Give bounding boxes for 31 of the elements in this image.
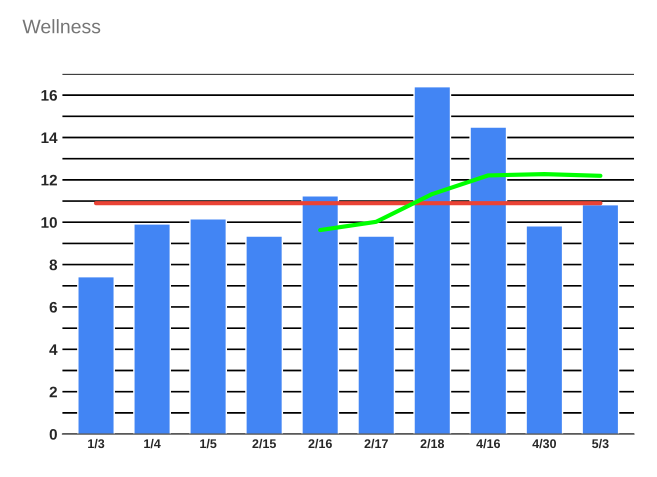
bar xyxy=(77,276,115,434)
line-series xyxy=(318,172,602,232)
y-tick-label: 8 xyxy=(50,259,58,270)
x-tick-label: 1/3 xyxy=(88,438,104,448)
x-tick-label: 2/18 xyxy=(420,438,444,448)
bar xyxy=(357,235,396,434)
x-tick-label: 2/17 xyxy=(364,438,388,448)
y-tick-label: 16 xyxy=(42,90,58,101)
x-tick-label: 5/3 xyxy=(592,438,609,448)
y-tick-label: 12 xyxy=(42,174,57,186)
x-tick-label: 2/16 xyxy=(308,438,332,448)
y-tick-label: 10 xyxy=(42,217,57,228)
bar xyxy=(581,204,620,434)
x-tick-label: 2/15 xyxy=(252,438,276,448)
y-tick-label: 2 xyxy=(50,386,57,398)
x-tick-label: 4/30 xyxy=(532,438,556,448)
bar xyxy=(245,235,284,434)
y-tick-label: 14 xyxy=(42,132,58,144)
bar xyxy=(189,218,228,434)
x-tick-label: 4/16 xyxy=(476,438,500,448)
y-tick-label: 0 xyxy=(50,428,57,440)
bar xyxy=(469,126,508,434)
bar xyxy=(413,86,452,434)
chart-title: Wellness xyxy=(22,19,100,34)
y-tick-label: 4 xyxy=(49,344,58,355)
bar xyxy=(133,223,171,434)
x-tick-label: 1/5 xyxy=(200,438,216,448)
x-tick-label: 1/4 xyxy=(144,438,161,448)
bar xyxy=(301,195,340,434)
y-tick-label: 6 xyxy=(50,302,57,313)
bar xyxy=(525,225,564,434)
